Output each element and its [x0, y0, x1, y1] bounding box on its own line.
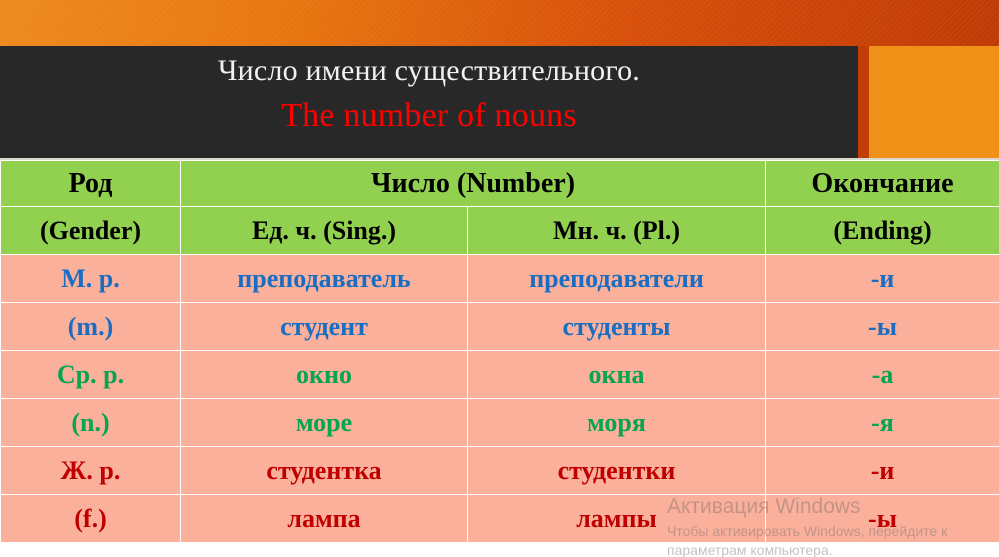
header-cell-singular: Ед. ч. (Sing.): [180, 206, 468, 255]
orange-accent-block: [869, 46, 999, 158]
table-header-row-1: Род Число (Number) Окончание: [0, 160, 999, 207]
cell-singular: море: [180, 398, 468, 447]
cell-plural: окна: [466, 350, 767, 399]
cell-gender: М. р.: [0, 254, 181, 303]
cell-plural: моря: [466, 398, 767, 447]
cell-singular: преподаватель: [180, 254, 468, 303]
table-row: М. р. преподаватель преподаватели -и: [0, 254, 999, 303]
header-cell-ending-en: (Ending): [765, 206, 999, 255]
cell-singular: студентка: [180, 446, 468, 495]
slide-title-russian: Число имени существительного.: [217, 54, 641, 87]
cell-plural: преподаватели: [466, 254, 767, 303]
cell-ending: -и: [765, 254, 999, 303]
header-cell-gender-en: (Gender): [0, 206, 181, 255]
cell-gender: (n.): [0, 398, 181, 447]
table-row: Ср. р. окно окна -а: [0, 350, 999, 399]
cell-singular: окно: [180, 350, 468, 399]
cell-singular: лампа: [180, 494, 468, 543]
table-row: Ж. р. студентка студентки -и: [0, 446, 999, 495]
table-row: (n.) море моря -я: [0, 398, 999, 447]
header-divider-rule: [0, 158, 999, 160]
table-header-row-2: (Gender) Ед. ч. (Sing.) Мн. ч. (Pl.) (En…: [0, 206, 999, 255]
table-row: (m.) студент студенты -ы: [0, 302, 999, 351]
cell-plural: студентки: [466, 446, 767, 495]
nouns-number-table: Род Число (Number) Окончание (Gender) Ед…: [0, 160, 999, 543]
cell-ending: -и: [765, 446, 999, 495]
cell-ending: -я: [765, 398, 999, 447]
cell-gender: Ср. р.: [0, 350, 181, 399]
cell-ending: -а: [765, 350, 999, 399]
cell-plural: студенты: [466, 302, 767, 351]
header-cell-plural: Мн. ч. (Pl.): [466, 206, 767, 255]
table-row: (f.) лампа лампы -ы: [0, 494, 999, 543]
header-cell-gender: Род: [0, 160, 181, 207]
header-cell-number: Число (Number): [179, 160, 767, 207]
cell-gender: (m.): [0, 302, 181, 351]
cell-ending: -ы: [765, 494, 999, 543]
cell-gender: Ж. р.: [0, 446, 181, 495]
slide-title-english: The number of nouns: [281, 97, 577, 134]
cell-ending: -ы: [765, 302, 999, 351]
top-gradient-band: [0, 0, 999, 46]
header-cell-ending: Окончание: [765, 160, 999, 207]
cell-gender: (f.): [0, 494, 181, 543]
cell-singular: студент: [180, 302, 468, 351]
title-block: Число имени существительного. The number…: [0, 46, 858, 158]
nouns-number-table-wrapper: Род Число (Number) Окончание (Gender) Ед…: [0, 160, 999, 543]
cell-plural: лампы: [466, 494, 767, 543]
